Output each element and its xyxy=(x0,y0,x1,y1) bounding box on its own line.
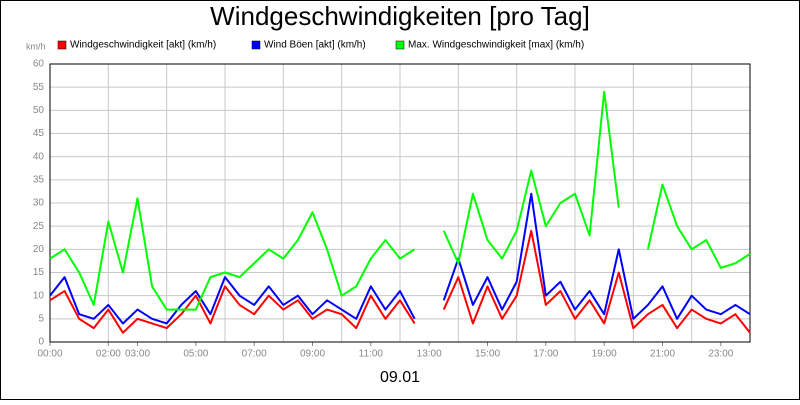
legend-label: Max. Windgeschwindigkeit [max] (km/h) xyxy=(408,40,584,51)
y-tick-label: 15 xyxy=(33,267,45,278)
y-tick-label: 55 xyxy=(33,82,45,93)
series-line xyxy=(49,192,751,325)
y-tick-label: 40 xyxy=(33,151,45,162)
x-tick-label: 23:00 xyxy=(708,349,733,360)
plot-border xyxy=(49,63,751,343)
y-tick-label: 60 xyxy=(33,59,45,70)
x-tick-label: 02:00 xyxy=(96,349,121,360)
x-tick-label: 00:00 xyxy=(37,349,62,360)
x-tick-label: 11:00 xyxy=(359,349,384,360)
y-tick-label: 5 xyxy=(38,313,44,324)
legend-label: Wind Böen [akt] (km/h) xyxy=(264,40,366,51)
chart-title: Windgeschwindigkeiten [pro Tag] xyxy=(210,1,590,31)
y-tick-label: 30 xyxy=(33,198,45,209)
series-line xyxy=(49,90,751,311)
legend-swatch xyxy=(57,40,67,50)
y-tick-label: 50 xyxy=(33,105,45,116)
x-tick-label: 19:00 xyxy=(592,349,617,360)
x-tick-label: 17:00 xyxy=(533,349,558,360)
legend-swatch xyxy=(251,40,261,50)
y-tick-label: 35 xyxy=(33,174,45,185)
legend-swatch xyxy=(395,40,405,50)
x-label: 09.01 xyxy=(380,369,420,386)
x-tick-label: 13:00 xyxy=(417,349,442,360)
x-tick-label: 09:00 xyxy=(300,349,325,360)
x-tick-label: 03:00 xyxy=(125,349,150,360)
x-tick-label: 07:00 xyxy=(242,349,267,360)
legend-label: Windgeschwindigkeit [akt] (km/h) xyxy=(70,40,216,51)
y-tick-label: 10 xyxy=(33,290,45,301)
series-line xyxy=(49,229,751,334)
x-tick-label: 21:00 xyxy=(650,349,675,360)
y-tick-label: 45 xyxy=(33,128,45,139)
y-unit: km/h xyxy=(26,41,46,51)
y-tick-label: 25 xyxy=(33,221,45,232)
y-tick-label: 20 xyxy=(33,244,45,255)
x-tick-label: 05:00 xyxy=(183,349,208,360)
x-tick-label: 15:00 xyxy=(475,349,500,360)
y-tick-label: 0 xyxy=(38,337,44,348)
